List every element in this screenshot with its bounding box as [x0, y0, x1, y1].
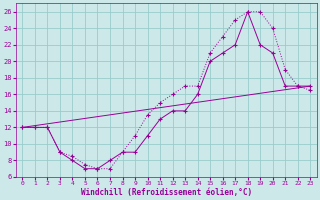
X-axis label: Windchill (Refroidissement éolien,°C): Windchill (Refroidissement éolien,°C) — [81, 188, 252, 197]
